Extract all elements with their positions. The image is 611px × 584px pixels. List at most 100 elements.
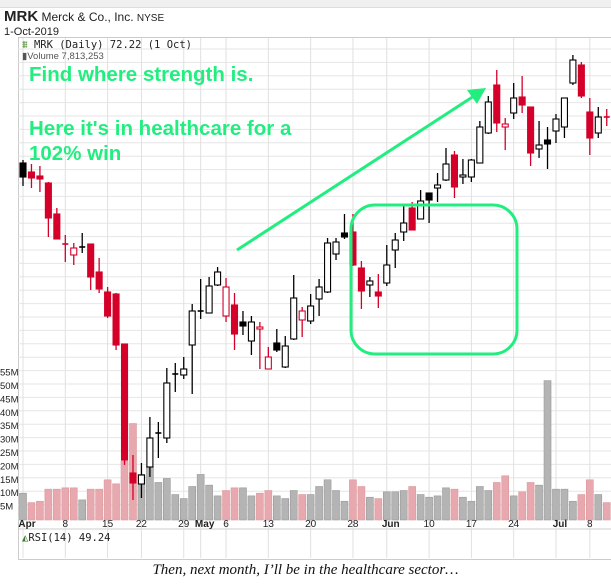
candle-body (137, 474, 145, 485)
volume-bar (53, 488, 61, 521)
candle (332, 238, 340, 260)
volume-bar (535, 484, 543, 521)
volume-bar (61, 487, 70, 521)
candle-body (535, 144, 543, 150)
candle-body (290, 297, 298, 340)
volume-bar (36, 500, 44, 521)
candle (391, 233, 399, 268)
candle (19, 160, 27, 186)
candles (19, 55, 610, 500)
candle (146, 417, 154, 477)
volume-bar (188, 486, 196, 521)
candle (357, 261, 365, 309)
candle-body (484, 101, 492, 134)
candle (569, 55, 577, 85)
candle-body (569, 59, 577, 84)
candle (374, 274, 382, 308)
trend-arrow (236, 88, 486, 252)
volume-bar (467, 500, 476, 521)
candle (247, 316, 255, 355)
candle (535, 121, 543, 158)
volume-tick-label: 5M (0, 502, 13, 513)
volume-tick-label: 15M (0, 475, 19, 486)
candle-body (163, 382, 171, 439)
volume-bar (163, 478, 171, 521)
candle-body (357, 267, 365, 292)
volume-bar (205, 484, 213, 521)
volume-bar (78, 499, 87, 521)
candle-body (366, 280, 374, 286)
candle (586, 98, 594, 155)
candle-body (239, 321, 247, 327)
volume-bar (247, 495, 256, 521)
candle (104, 287, 112, 318)
candle-body (467, 159, 475, 178)
candle-body (391, 239, 399, 251)
price-legend-text: MRK (Daily) 72.22 (1 Oct) (33, 39, 192, 51)
candle-body (442, 163, 450, 181)
volume-bar (543, 380, 552, 521)
candle-body (230, 304, 239, 335)
candle (433, 173, 442, 202)
candle (180, 357, 188, 379)
volume-bar (289, 490, 298, 521)
candle (400, 206, 408, 241)
candle-body (247, 321, 255, 342)
candle (501, 118, 509, 150)
candle (197, 279, 204, 319)
volume-bar (213, 495, 222, 521)
candle (44, 182, 52, 237)
candle (366, 277, 374, 297)
candle (53, 208, 61, 240)
volume-tick-label: 10M (0, 488, 19, 499)
candle-body (433, 184, 442, 189)
candle (442, 148, 450, 181)
volume-bar (44, 488, 53, 521)
chart-frame (18, 37, 611, 560)
candle-body (493, 84, 501, 124)
candle-body (383, 264, 391, 284)
x-tick-label: 10 (424, 519, 436, 530)
volume-bar (509, 495, 518, 521)
candle (230, 293, 239, 350)
candle (603, 109, 610, 126)
candle (172, 363, 179, 392)
candle (87, 243, 95, 290)
volume-bar (120, 460, 129, 521)
candle (95, 258, 103, 293)
candle-body (222, 286, 230, 317)
candle (222, 278, 230, 322)
candle (552, 114, 560, 143)
volume-bar (450, 488, 459, 521)
volume-legend: ▮Volume 7,813,253 (22, 51, 104, 62)
candle-body (315, 286, 323, 300)
candle (510, 83, 518, 119)
candle-body (374, 291, 382, 297)
candle-body (527, 106, 535, 154)
candle (112, 293, 120, 350)
candle (36, 166, 44, 192)
candle (518, 76, 526, 113)
volume-bar (281, 498, 290, 521)
candle-body (332, 241, 340, 255)
candle-body (273, 342, 281, 351)
candle-body (560, 97, 568, 128)
candle-body (95, 271, 103, 290)
x-tick-label: 20 (305, 519, 317, 530)
volume-bar (179, 498, 188, 521)
x-tick-label: Jun (382, 519, 400, 530)
volume-bar (196, 474, 205, 521)
volume-bar (340, 500, 349, 521)
volume-bar (408, 486, 416, 521)
x-tick-label: 22 (136, 519, 148, 530)
candle-body (417, 200, 425, 220)
volume-bar (264, 490, 273, 521)
volume-bar (349, 479, 357, 521)
candle (281, 336, 289, 368)
volume-bar (332, 490, 340, 521)
bar-chart-icon: ▮ (22, 51, 28, 62)
volume-tick-label: 45M (0, 394, 19, 405)
volume-bar (569, 500, 577, 521)
candle (27, 164, 36, 188)
company-name: Merck & Co., Inc. (41, 10, 134, 24)
